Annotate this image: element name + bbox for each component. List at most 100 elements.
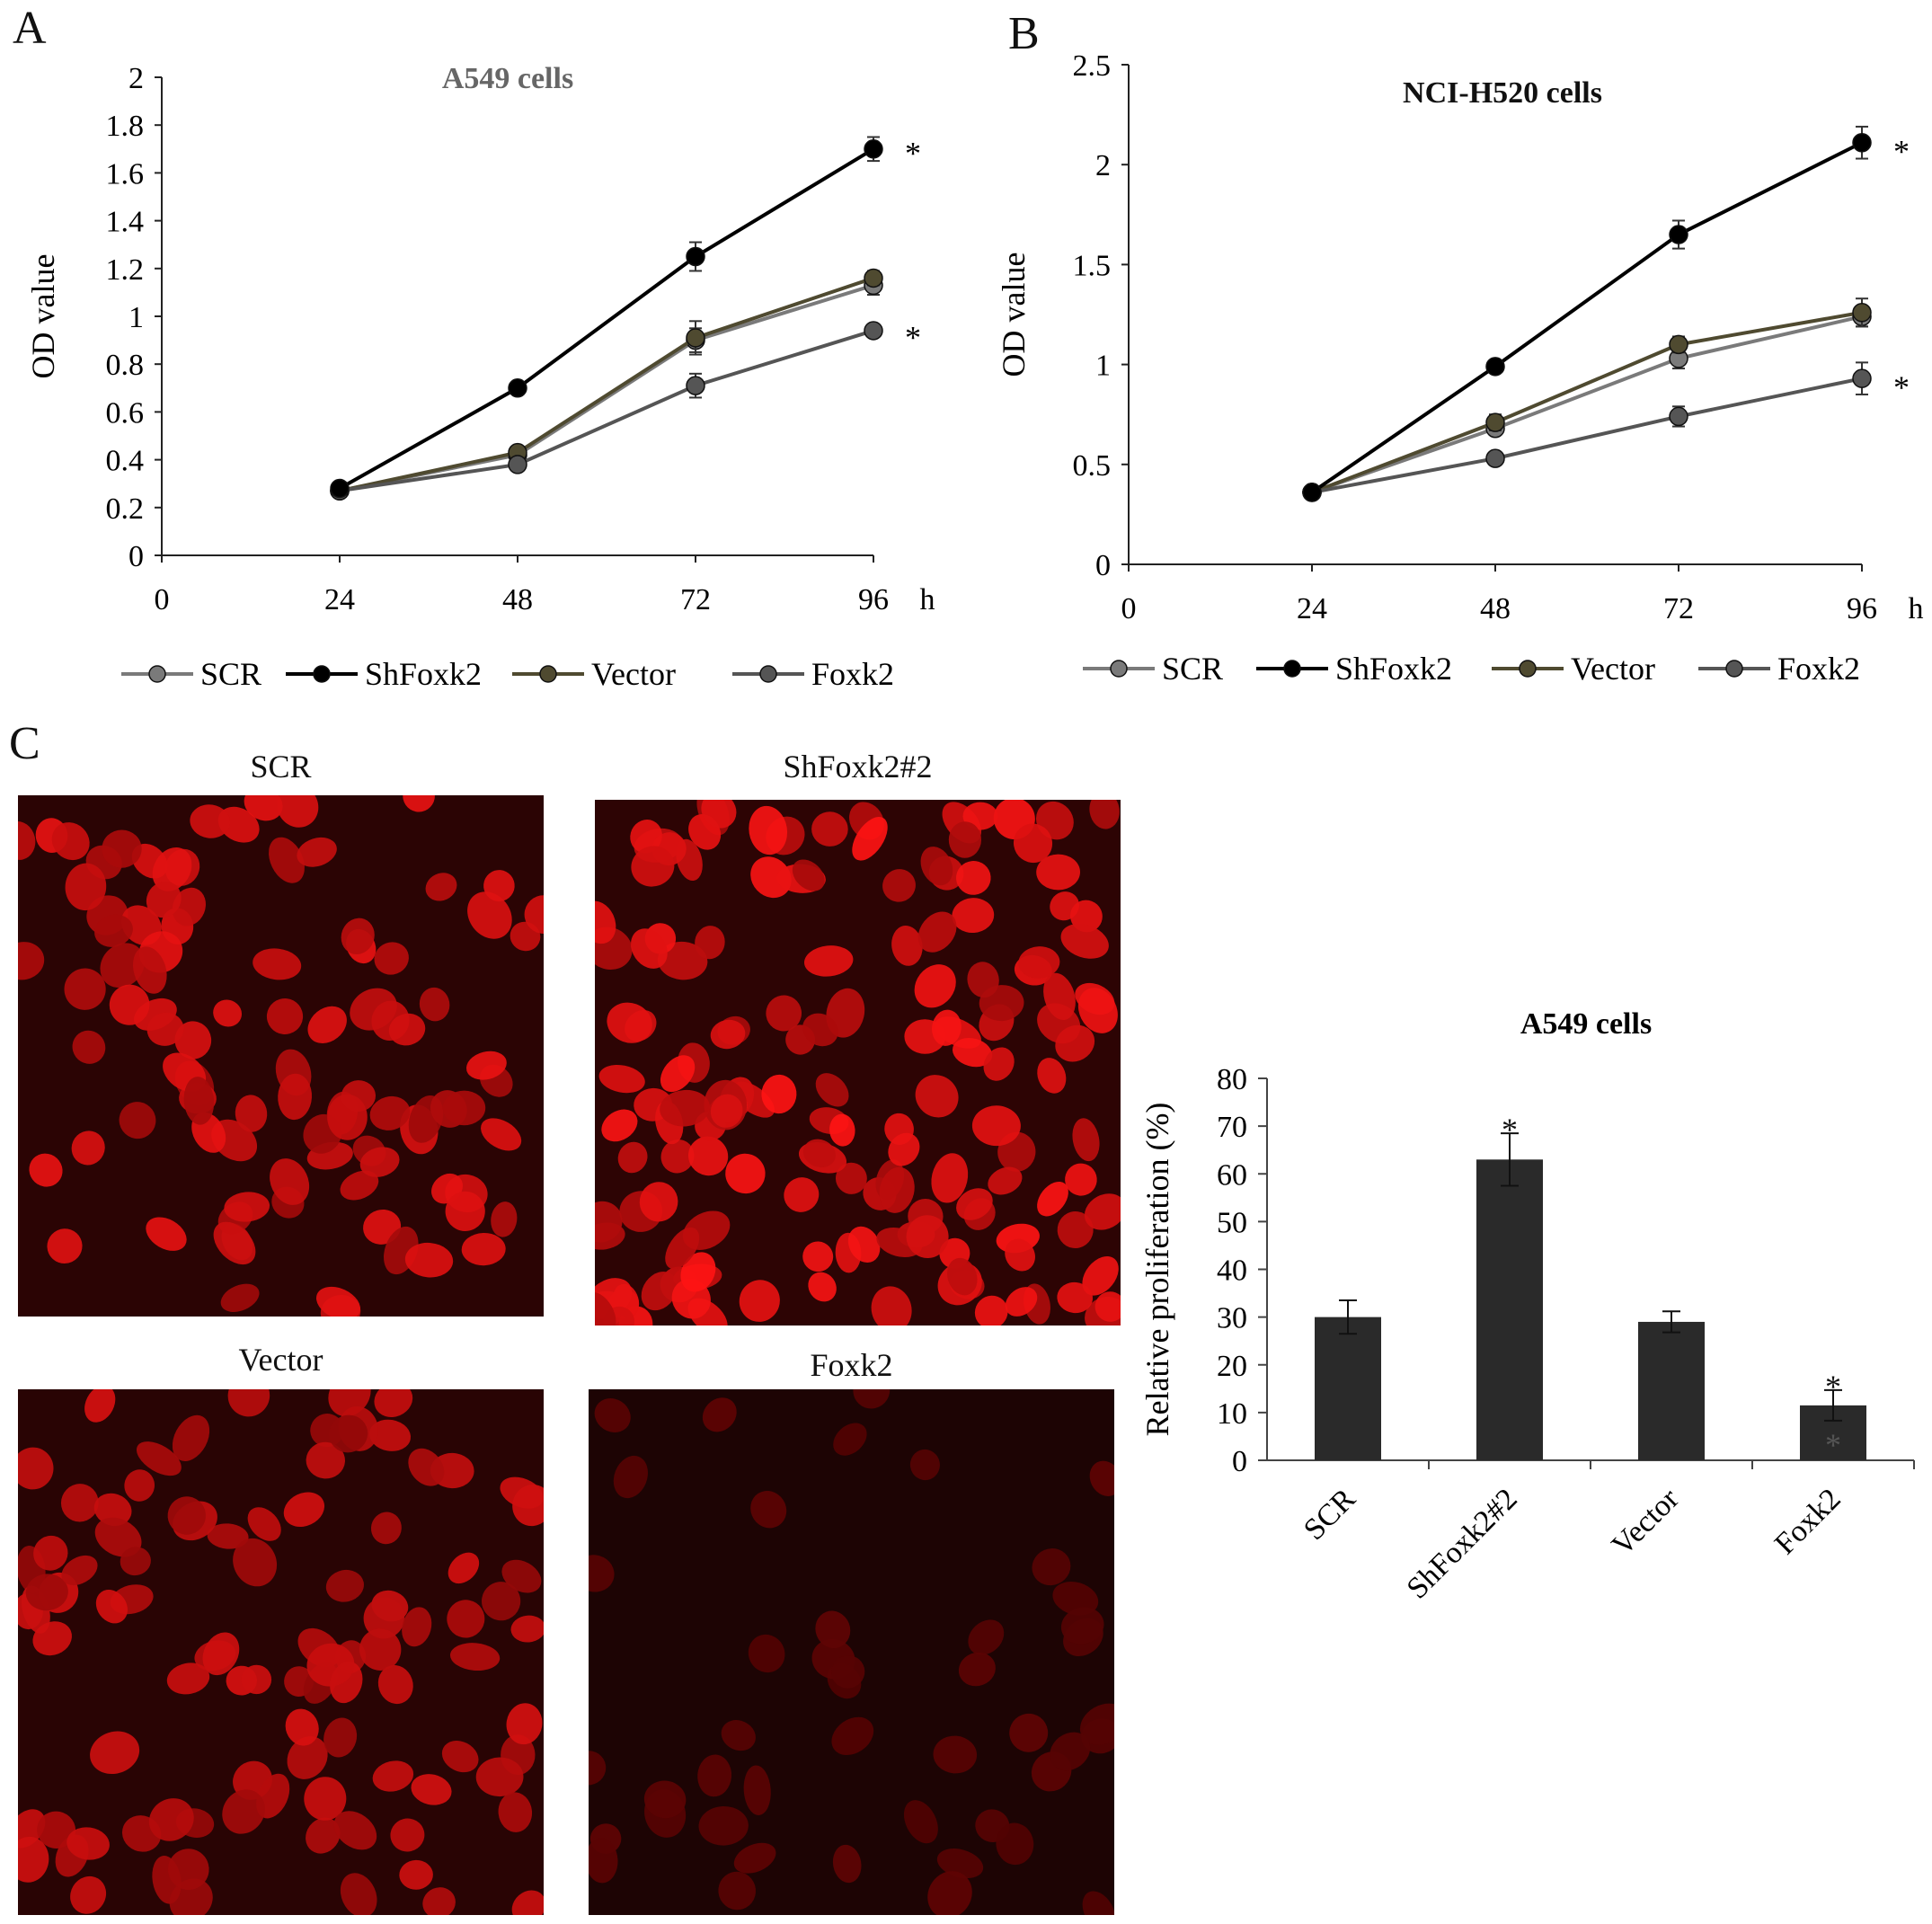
cell-nucleus [1095, 1291, 1121, 1322]
cell-nucleus [64, 968, 106, 1010]
cell-nucleus [174, 1021, 212, 1060]
cell-nucleus [831, 1716, 874, 1756]
cell-nucleus [61, 1555, 98, 1586]
cell-nucleus [710, 1019, 746, 1050]
x-tick-label: 24 [1297, 592, 1327, 625]
cell-nucleus [853, 1389, 891, 1409]
cell-nucleus [306, 1643, 355, 1687]
cell-nucleus [283, 1492, 325, 1528]
data-point-shfoxk2 [686, 246, 705, 267]
cell-nucleus [852, 817, 888, 861]
cell-nucleus [952, 898, 995, 934]
cell-nucleus [481, 1582, 521, 1621]
x-tick-label: 96 [1847, 592, 1877, 625]
cell-nucleus [419, 987, 450, 1022]
micrograph-canvas [595, 800, 1121, 1326]
cell-nucleus [167, 1496, 207, 1535]
cell-nucleus [750, 856, 792, 899]
cell-nucleus [411, 1774, 452, 1805]
cell-nucleus [695, 926, 725, 960]
legend-marker-shfoxk2 [1283, 660, 1301, 678]
data-point-vector [864, 268, 883, 288]
cell-nucleus [377, 1664, 413, 1705]
cell-nucleus [1036, 854, 1080, 891]
cell-nucleus [500, 1476, 544, 1509]
cell-nucleus [441, 1741, 479, 1773]
cell-nucleus [37, 1811, 76, 1849]
cell-nucleus [233, 1538, 278, 1587]
cell-nucleus [132, 946, 167, 994]
cell-nucleus [213, 1221, 256, 1265]
cell-nucleus [660, 1089, 711, 1127]
cell-nucleus [594, 1397, 631, 1433]
cell-nucleus [956, 860, 991, 895]
series-line-scr [339, 283, 874, 493]
cell-nucleus [983, 1047, 1015, 1081]
cell-nucleus [1089, 800, 1120, 829]
x-tick-label: 24 [324, 583, 355, 616]
cell-nucleus [222, 1789, 265, 1834]
cell-nucleus [933, 1735, 978, 1774]
legend-label-scr: SCR [1162, 651, 1223, 687]
fluorescence-image-scr [18, 795, 544, 1317]
cell-nucleus [832, 1844, 862, 1884]
cell-nucleus [1082, 1891, 1114, 1915]
y-tick-label: 0.8 [106, 349, 145, 382]
cell-nucleus [761, 1074, 797, 1114]
cell-nucleus [952, 1037, 993, 1068]
y-tick-label: 0 [1095, 549, 1111, 582]
significance-marker: * [1893, 369, 1910, 405]
cell-nucleus [124, 1469, 155, 1502]
cell-nucleus [920, 847, 953, 886]
series-line-shfoxk2 [1310, 140, 1863, 494]
legend-label-vector: Vector [591, 656, 676, 692]
cell-nucleus [725, 1153, 766, 1194]
y-tick-label: 30 [1217, 1302, 1247, 1335]
chart-title: A549 cells [1520, 1007, 1652, 1041]
image-title-shfoxk2-2: ShFoxk2#2 [783, 749, 933, 785]
cell-nucleus [631, 928, 668, 969]
cell-nucleus [340, 1873, 377, 1915]
cell-nucleus [166, 1662, 210, 1695]
y-axis-label: OD value [996, 253, 1032, 377]
cell-nucleus [958, 1652, 996, 1687]
cell-nucleus [70, 1875, 107, 1914]
cell-nucleus [403, 795, 435, 812]
cell-nucleus [1072, 1118, 1100, 1162]
cell-nucleus [815, 1610, 851, 1649]
cell-nucleus [449, 1643, 501, 1671]
cell-nucleus [244, 795, 283, 821]
y-tick-label: 1.4 [106, 206, 145, 239]
significance-marker: * [1893, 134, 1910, 170]
cell-nucleus [32, 1621, 72, 1656]
cell-nucleus [915, 1075, 959, 1118]
cell-nucleus [931, 1153, 969, 1203]
x-axis-label: h [1909, 592, 1924, 625]
legend-label-scr: SCR [200, 656, 261, 692]
cell-nucleus [402, 1607, 432, 1647]
cell-nucleus [698, 1805, 749, 1846]
cell-nucleus [630, 820, 662, 854]
image-title-foxk2: Foxk2 [810, 1347, 893, 1383]
x-tick-label: 96 [858, 583, 889, 616]
cell-nucleus [93, 1493, 132, 1527]
x-tick-label: 72 [1663, 592, 1694, 625]
cell-nucleus [595, 1292, 616, 1326]
cell-nucleus [374, 942, 409, 975]
bar-shfoxk2-2 [1476, 1159, 1543, 1460]
cell-nucleus [1055, 1024, 1095, 1062]
series-line-vector [1311, 310, 1863, 494]
legend-marker-foxk2 [1725, 660, 1743, 678]
legend-label-foxk2: Foxk2 [1777, 651, 1860, 687]
cell-nucleus [220, 1283, 260, 1312]
data-point-foxk2 [1669, 406, 1688, 427]
cell-nucleus [968, 1619, 1005, 1655]
cell-nucleus [372, 1760, 414, 1792]
cell-nucleus [442, 1090, 486, 1126]
y-tick-label: 80 [1217, 1063, 1247, 1096]
cell-nucleus [369, 1095, 411, 1130]
cell-nucleus [1089, 1460, 1114, 1496]
cell-nucleus [213, 999, 243, 1027]
cell-nucleus [956, 1188, 993, 1220]
cell-nucleus [1037, 1058, 1067, 1094]
